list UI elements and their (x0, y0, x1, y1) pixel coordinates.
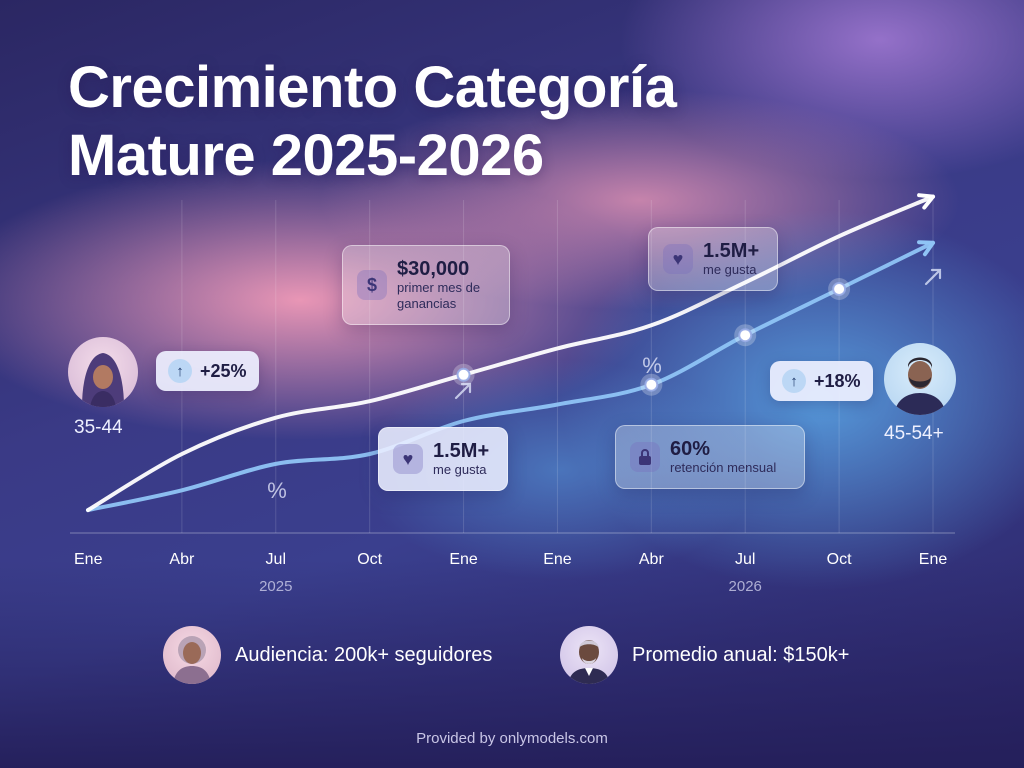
likes-2025-callout: ♥ 1.5M+ me gusta (378, 427, 508, 491)
series-arrowhead (917, 240, 935, 257)
series-arrowhead (917, 193, 935, 210)
x-tick-label: Ene (919, 551, 948, 568)
data-point (832, 282, 847, 296)
title-line-1: Crecimiento Categoría (68, 55, 677, 120)
elderly-man-avatar (560, 626, 618, 684)
likes-2026-value: 1.5M+ (703, 240, 760, 262)
lock-icon (630, 442, 660, 472)
year-label: 2026 (729, 578, 762, 595)
lock-glyph (639, 449, 651, 465)
x-tick-label: Oct (827, 551, 852, 568)
data-point (738, 328, 753, 343)
arrow-up-icon: ↑ (782, 369, 806, 393)
year-label: 2025 (259, 578, 292, 595)
trend-arrow-icon (454, 382, 472, 400)
arrow-up-icon: ↑ (168, 359, 192, 383)
x-tick-label: Abr (639, 551, 665, 568)
likes-2026-label: me gusta (703, 262, 757, 277)
avatar-right (884, 343, 956, 415)
average-stat: Promedio anual: $150k+ (560, 626, 849, 684)
elderly-woman-icon (173, 636, 211, 684)
year-labels: 2025 2026 (259, 578, 762, 595)
average-text: Promedio anual: $150k+ (632, 643, 850, 666)
x-tick-label: Ene (449, 551, 478, 568)
x-tick-label: Jul (735, 551, 755, 568)
age-group-right: 45-54+ (884, 423, 944, 444)
growth-badge-left: ↑ +25% (156, 351, 259, 391)
provided-by-text: Provided by onlymodels.com (416, 730, 608, 747)
series-layer (86, 193, 935, 513)
retention-label: retención mensual (670, 460, 777, 475)
growth-badge-right-value: +18% (814, 370, 861, 391)
likes-2026-callout: ♥ 1.5M+ me gusta (648, 227, 778, 291)
chart-gridlines (181, 200, 934, 533)
growth-badge-right: ↑ +18% (770, 361, 873, 401)
earnings-label: primer mes de ganancias (397, 280, 481, 311)
elderly-man-icon (568, 640, 610, 684)
title-line-2: Mature 2025-2026 (68, 123, 544, 188)
series-line-tendencia-azul (86, 240, 935, 513)
x-tick-label: Jul (266, 551, 286, 568)
trend-arrow-icons (454, 268, 942, 400)
retention-callout: 60% retención mensual (615, 425, 805, 489)
age-group-left: 35-44 (74, 417, 123, 438)
audience-text: Audiencia: 200k+ seguidores (235, 643, 493, 666)
x-tick-label: Ene (74, 551, 103, 568)
x-tick-label: Abr (169, 551, 195, 568)
percent-annotation: % (642, 353, 662, 378)
elderly-woman-avatar (163, 626, 221, 684)
series-line-tendencia-blanca (86, 194, 935, 513)
growth-badge-left-value: +25% (200, 360, 247, 381)
earnings-callout: $ $30,000 primer mes de ganancias (342, 245, 510, 325)
likes-2025-value: 1.5M+ (433, 440, 490, 462)
x-tick-label: Oct (357, 551, 382, 568)
data-point (644, 377, 659, 392)
likes-2025-label: me gusta (433, 462, 487, 477)
data-point (456, 367, 471, 382)
hijab-woman-icon (82, 353, 124, 407)
bearded-man-icon (894, 357, 946, 415)
heart-icon: ♥ (393, 444, 423, 474)
earnings-value: $30,000 (397, 258, 470, 280)
points-layer (452, 278, 851, 396)
x-tick-label: Ene (543, 551, 572, 568)
page-title: Crecimiento Categoría Mature 2025-2026 (68, 54, 677, 190)
retention-value: 60% (670, 438, 711, 460)
audience-stat: Audiencia: 200k+ seguidores (163, 626, 492, 684)
percent-annotation: % (267, 478, 287, 503)
dollar-icon: $ (357, 270, 387, 300)
avatar-left (68, 337, 138, 407)
trend-arrow-icon (924, 268, 942, 286)
heart-icon: ♥ (663, 244, 693, 274)
x-axis-labels: Ene Abr Jul Oct Ene Ene Abr Jul Oct Ene (74, 551, 947, 568)
